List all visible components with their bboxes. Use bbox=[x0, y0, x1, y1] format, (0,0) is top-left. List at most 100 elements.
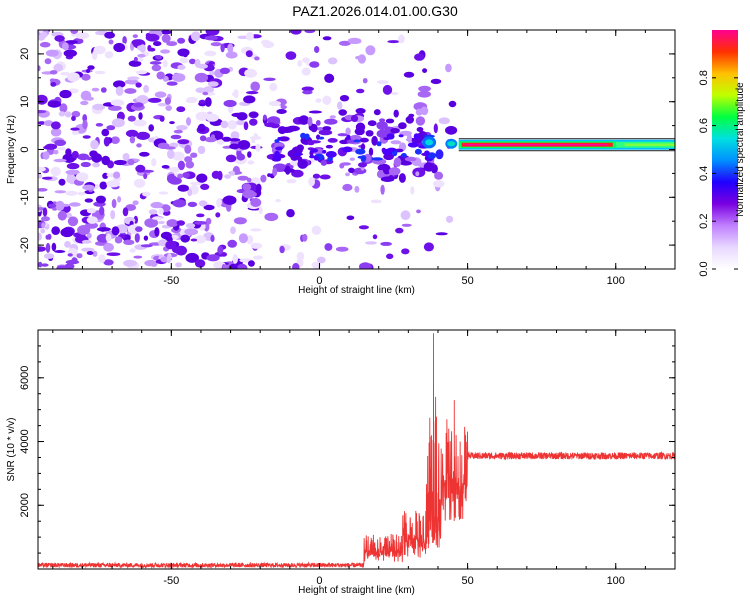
carrier-widening bbox=[624, 143, 675, 146]
noise-blob bbox=[103, 259, 114, 266]
noise-blob bbox=[92, 103, 106, 111]
noise-blob bbox=[346, 215, 355, 221]
noise-blob bbox=[53, 63, 63, 72]
colorbar-tick-label: 0.0 bbox=[698, 261, 710, 276]
noise-blob bbox=[172, 199, 187, 208]
noise-blob bbox=[161, 165, 170, 169]
y-tick-label: -20 bbox=[19, 237, 31, 253]
noise-blob bbox=[71, 257, 78, 264]
noise-blob bbox=[67, 72, 80, 82]
noise-blob bbox=[95, 195, 106, 204]
noise-blob bbox=[302, 57, 310, 64]
noise-blob bbox=[269, 82, 278, 92]
noise-blob bbox=[177, 64, 186, 70]
noise-blob bbox=[137, 45, 144, 51]
noise-blob bbox=[166, 254, 172, 264]
noise-blob bbox=[180, 234, 190, 243]
noise-blob bbox=[125, 204, 137, 211]
noise-blob bbox=[196, 213, 205, 218]
noise-blob bbox=[104, 31, 115, 39]
noise-blob bbox=[368, 147, 374, 156]
noise-blob bbox=[106, 180, 121, 188]
noise-blob bbox=[206, 254, 220, 262]
y-tick-label: 6000 bbox=[19, 366, 31, 390]
noise-blob bbox=[160, 49, 171, 54]
band-blob bbox=[387, 147, 397, 152]
noise-blob bbox=[177, 160, 185, 171]
colorbar: 0.0 0.2 0.4 0.6 0.8 Normalized spectral ampli… bbox=[698, 30, 746, 277]
noise-blob bbox=[62, 42, 69, 51]
noise-blob bbox=[54, 190, 67, 194]
noise-blob bbox=[229, 143, 240, 150]
noise-blob bbox=[225, 51, 238, 59]
noise-blob bbox=[204, 97, 212, 107]
noise-blob bbox=[186, 96, 198, 104]
noise-blob bbox=[233, 89, 239, 99]
band-blob bbox=[313, 155, 320, 161]
transition-blob bbox=[425, 139, 434, 146]
noise-blob bbox=[136, 95, 149, 105]
noise-blob bbox=[296, 144, 304, 152]
noise-blob bbox=[357, 54, 366, 64]
noise-blob bbox=[63, 49, 77, 58]
noise-blob bbox=[247, 260, 255, 267]
noise-blob bbox=[390, 128, 400, 134]
noise-blob bbox=[47, 100, 61, 108]
chart-title: PAZ1.2026.014.01.00.G30 bbox=[292, 3, 458, 19]
noise-blob bbox=[143, 173, 148, 180]
noise-blob bbox=[356, 88, 365, 94]
noise-blob bbox=[81, 73, 91, 81]
noise-blob bbox=[423, 162, 435, 172]
band-blob bbox=[401, 153, 407, 158]
noise-blob bbox=[40, 228, 46, 234]
noise-blob bbox=[302, 233, 308, 242]
noise-blob bbox=[385, 118, 395, 124]
noise-blob bbox=[86, 69, 90, 73]
noise-blob bbox=[435, 232, 448, 236]
noise-blob bbox=[129, 248, 136, 253]
noise-blob bbox=[403, 71, 415, 78]
noise-blob bbox=[322, 95, 332, 106]
noise-blob bbox=[423, 242, 434, 252]
noise-blob bbox=[446, 215, 454, 223]
noise-blob bbox=[187, 188, 193, 197]
noise-blob bbox=[243, 121, 249, 131]
noise-blob bbox=[81, 247, 95, 252]
noise-blob bbox=[156, 71, 165, 80]
noise-blob bbox=[268, 100, 281, 107]
noise-blob bbox=[220, 120, 229, 129]
noise-blob bbox=[99, 206, 105, 216]
noise-blob bbox=[254, 56, 260, 61]
noise-blob bbox=[316, 256, 326, 264]
noise-blob bbox=[187, 201, 198, 208]
noise-blob bbox=[285, 51, 297, 60]
noise-blob bbox=[123, 239, 135, 245]
noise-blob bbox=[372, 234, 378, 240]
noise-blob bbox=[380, 241, 392, 246]
noise-blob bbox=[53, 149, 59, 155]
noise-blob bbox=[151, 64, 162, 72]
carrier-peak bbox=[464, 143, 607, 146]
noise-blob bbox=[49, 78, 56, 83]
noise-blob bbox=[405, 115, 414, 124]
noise-blob bbox=[135, 82, 142, 88]
noise-blob bbox=[104, 51, 114, 59]
noise-blob bbox=[249, 118, 258, 126]
noise-blob bbox=[50, 127, 62, 137]
noise-blob bbox=[320, 159, 327, 166]
noise-blob bbox=[169, 166, 180, 173]
noise-blob bbox=[48, 203, 57, 208]
noise-blob bbox=[417, 90, 431, 98]
noise-blob bbox=[145, 33, 160, 42]
noise-blob bbox=[43, 253, 55, 259]
noise-blob bbox=[390, 140, 402, 145]
noise-blob bbox=[42, 207, 48, 217]
noise-blob bbox=[371, 135, 378, 146]
noise-blob bbox=[415, 108, 423, 116]
noise-blob bbox=[227, 239, 237, 248]
noise-blob bbox=[310, 123, 318, 133]
noise-blob bbox=[111, 118, 125, 128]
band-blob bbox=[355, 148, 366, 155]
